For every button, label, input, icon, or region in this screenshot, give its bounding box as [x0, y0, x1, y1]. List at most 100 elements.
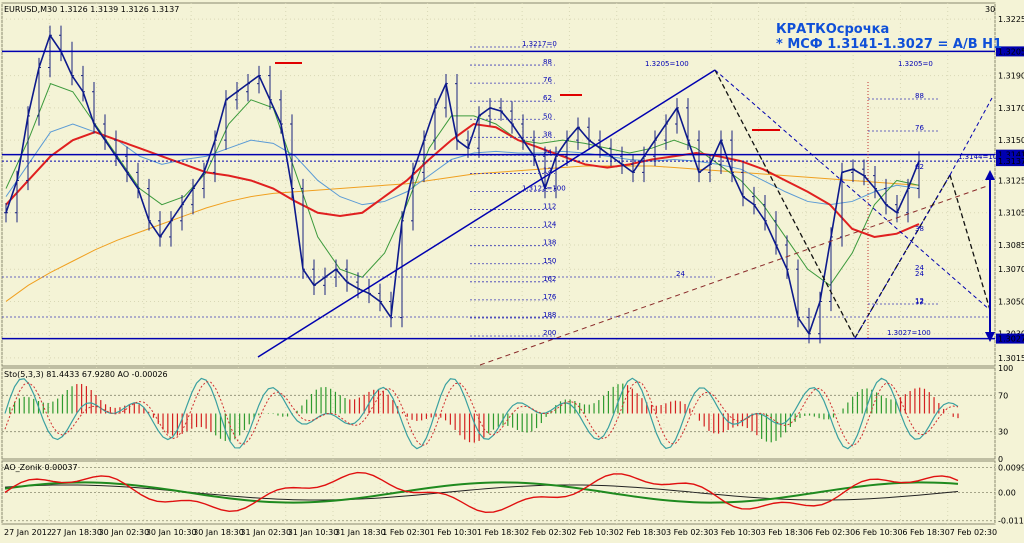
fib-level-label: 62 [543, 94, 552, 102]
fib-level-label: 38 [543, 130, 552, 138]
fan-line [714, 69, 991, 311]
fib-level-label: 62 [915, 163, 924, 171]
corner-label: 30 [985, 5, 995, 14]
fib-level-label: 12 [915, 298, 924, 306]
stochastic-tick: 70 [998, 391, 1008, 400]
arrow-up-icon [985, 170, 995, 180]
y-tick-label: 1.3225 [998, 15, 1024, 24]
x-tick-label: 1 Feb 02:30 [382, 528, 429, 537]
x-tick-label: 27 Jan 18:30 [51, 528, 102, 537]
y-tick-label: 1.3150 [998, 136, 1024, 145]
y-tick-label: 1.3125 [998, 176, 1024, 185]
arrow-down-icon [985, 332, 995, 342]
cd-line [949, 174, 991, 311]
y-tick-label: 1.3170 [998, 104, 1024, 113]
stochastic-k-line [4, 377, 959, 450]
fib-level-label: 1.3122=100 [522, 185, 566, 193]
fib-level-label: 1.3144=100 [958, 153, 1002, 161]
price-box [996, 149, 1024, 160]
y-tick-label: 1.3190 [998, 72, 1024, 81]
stochastic-tick: 0 [998, 455, 1003, 464]
trend-line-dashed [479, 184, 991, 366]
ao-zonik-label: AO_Zonik 0.00037 [4, 463, 78, 472]
fib-level-label: 50 [543, 112, 552, 120]
fib-level-label: 24 [915, 270, 924, 278]
ma-blue-line [5, 123, 920, 206]
price-bars [4, 25, 921, 344]
symbol-info: EURUSD,M30 1.3126 1.3139 1.3126 1.3137 [4, 5, 179, 14]
fan-line-2 [854, 174, 951, 339]
stochastic-d-line [4, 380, 959, 447]
fib-level-label: 12 [543, 166, 552, 174]
fib-level-label: 38 [915, 225, 924, 233]
close-line [5, 33, 920, 336]
x-tick-label: 3 Feb 02:30 [666, 528, 713, 537]
y-axis: 1.3225 1.3205 1.3190 1.3170 1.3150 1.3125 1.31… [996, 15, 1024, 526]
grid [1, 3, 996, 524]
fib-level-label: 76 [915, 124, 924, 132]
fib-level-label: 1.3217=0 [522, 40, 557, 48]
x-tick-label: 7 Feb 02:30 [950, 528, 997, 537]
stochastic-label: Sto(5,3,3) 81.4433 67.9280 AO -0.00026 [4, 370, 168, 379]
ao-red-line [4, 471, 959, 514]
x-tick-label: 30 Jan 18:30 [193, 528, 244, 537]
fib-level-label: 76 [543, 76, 552, 84]
ao-tick: 0.00997 [998, 463, 1024, 472]
stochastic-series [2, 377, 995, 450]
fib-level-label: 112 [543, 203, 556, 211]
fib-level-label: 1.3205=0 [898, 60, 933, 68]
stochastic-tick: 30 [998, 428, 1008, 437]
fib-level-label: 1.3205=100 [645, 60, 689, 68]
trend-line-up [257, 69, 716, 358]
price-box [996, 333, 1024, 344]
fib-level-label: 12 [915, 297, 924, 305]
fib-level-label: 162 [543, 275, 556, 283]
x-tick-label: 31 Jan 02:30 [240, 528, 291, 537]
price-box-label: 1.3141 [998, 151, 1024, 160]
x-tick-label: 31 Jan 10:30 [288, 528, 339, 537]
price-box-label: 1.3137 [998, 157, 1024, 166]
x-tick-label: 30 Jan 10:30 [146, 528, 197, 537]
fib-level-label: 176 [543, 293, 557, 301]
moving-averages [5, 83, 920, 302]
x-tick-label: 30 Jan 02:30 [99, 528, 150, 537]
x-tick-label: 3 Feb 18:30 [761, 528, 808, 537]
fib-level-label: 88 [915, 92, 924, 100]
y-tick-label: 1.3015 [998, 354, 1024, 363]
x-tick-label: 2 Feb 02:30 [524, 528, 571, 537]
fib-level-label: 24 [915, 264, 924, 272]
price-box [996, 156, 1024, 167]
x-tick-label: 3 Feb 10:30 [713, 528, 760, 537]
y-tick-label: 1.3085 [998, 241, 1024, 250]
fib-level-label: 24 [543, 148, 552, 156]
fib-level-label: 138 [543, 239, 556, 247]
ab-line [714, 69, 856, 339]
x-tick-label: 1 Feb 18:30 [477, 528, 524, 537]
annotation-title: КРАТКОсрочка [776, 22, 889, 37]
fib-level-label: 124 [543, 221, 557, 229]
x-tick-label: 6 Feb 02:30 [808, 528, 855, 537]
fib-labels: 1.3217=0 88 76 62 50 38 24 12 1.3122=100 112 124 13… [2, 40, 1002, 337]
ao-green-line [4, 481, 959, 504]
fib-level-label: 1.3027=100 [887, 329, 931, 337]
annotation-subtitle: * МСФ 1.3141-1.3027 = A/B H1 [776, 37, 1002, 52]
y-tick-label: 1.3105 [998, 209, 1024, 218]
stochastic-tick: 100 [998, 364, 1013, 373]
price-box-label: 1.3027 [998, 335, 1024, 344]
ao-tick: 0.00 [998, 489, 1016, 498]
stochastic-panel [1, 367, 996, 460]
projection-line [949, 97, 993, 176]
price-box [996, 46, 1024, 57]
x-tick-label: 2 Feb 18:30 [619, 528, 666, 537]
x-tick-label: 6 Feb 18:30 [902, 528, 949, 537]
x-tick-label: 6 Feb 10:30 [855, 528, 902, 537]
ma-green-line [5, 83, 920, 287]
trend-lines [2, 50, 995, 366]
fib-level-label: 88 [543, 58, 552, 66]
fib-level-label: 188 [543, 311, 556, 319]
ao-zonik-series [2, 466, 995, 522]
